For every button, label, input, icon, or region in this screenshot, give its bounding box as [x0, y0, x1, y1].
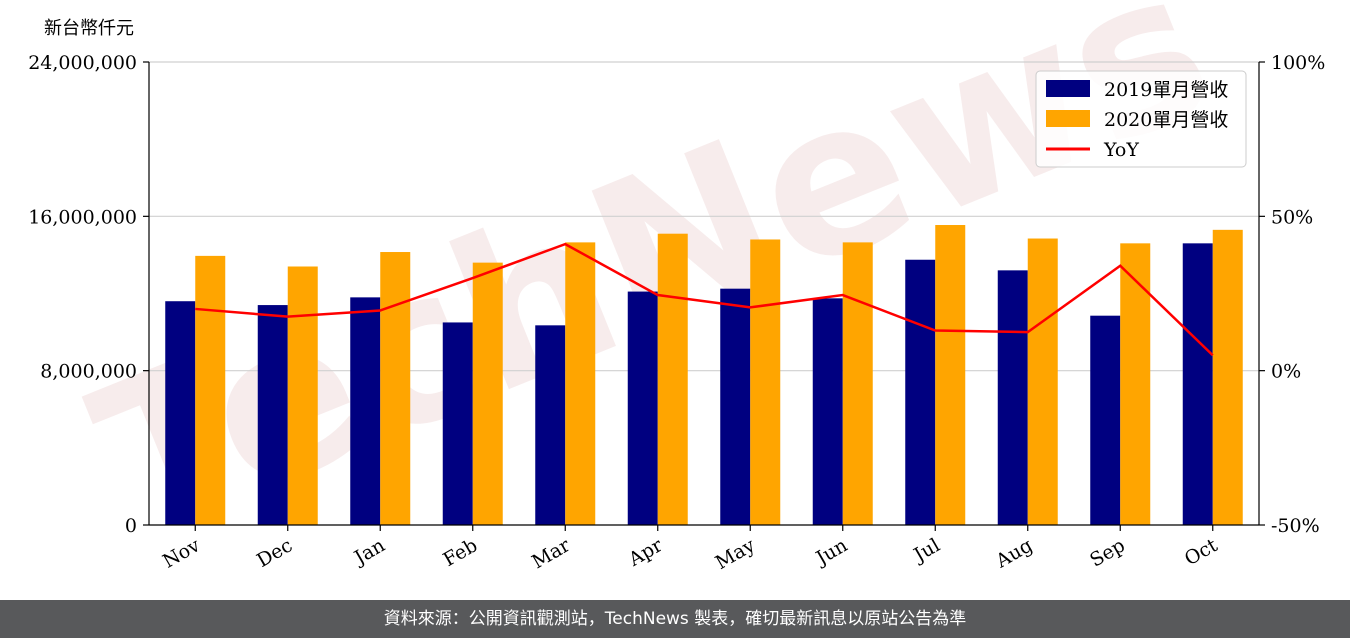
bar-2020-jan — [380, 252, 411, 525]
bar-2020-jul — [935, 225, 966, 525]
bar-2019-nov — [165, 301, 196, 525]
x-tick-label-jan: Jan — [349, 534, 389, 570]
yoy-line-group — [195, 242, 1214, 357]
bar-2019-aug — [997, 270, 1028, 525]
bar-2020-feb — [472, 262, 503, 525]
legend-label: 2019單月營收 — [1104, 79, 1228, 101]
x-tick-label-aug: Aug — [991, 534, 1036, 573]
left-tick-label: 8,000,000 — [40, 361, 137, 383]
legend-swatch — [1046, 110, 1090, 127]
bar-2019-apr — [627, 291, 658, 525]
x-tick-label-sep: Sep — [1086, 534, 1129, 571]
bar-2019-mar — [535, 325, 566, 525]
bar-2019-dec — [257, 305, 288, 525]
bars-group — [165, 225, 1243, 526]
x-tick-label-apr: Apr — [624, 534, 667, 571]
x-tick-label-mar: Mar — [528, 534, 574, 573]
bar-2020-jun — [842, 242, 873, 526]
bar-2020-mar — [565, 242, 596, 526]
legend: 2019單月營收 2020單月營收 YoY — [1035, 70, 1247, 168]
bar-2019-jul — [905, 259, 936, 525]
bar-2019-sep — [1090, 315, 1121, 525]
bar-2020-aug — [1027, 238, 1058, 526]
right-tick-label: 50% — [1271, 206, 1313, 228]
left-tick-label: 0 — [125, 515, 137, 537]
x-tick-label-may: May — [712, 534, 759, 574]
bar-2019-feb — [442, 322, 473, 525]
bar-2020-sep — [1120, 243, 1151, 525]
revenue-chart: TechNews 08,000,00016,000,00024,000,000-… — [28, 0, 1325, 585]
grid-lines — [149, 61, 1259, 372]
x-tick-label-feb: Feb — [439, 534, 481, 571]
yoy-line — [195, 242, 1214, 357]
bar-2019-jun — [812, 298, 843, 525]
x-tick-label-jul: Jul — [909, 534, 944, 567]
bar-2020-oct — [1212, 229, 1243, 525]
bar-2020-dec — [287, 266, 318, 525]
bar-2019-jan — [350, 297, 381, 525]
right-tick-label: 0% — [1271, 361, 1301, 383]
x-tick-label-jun: Jun — [811, 534, 852, 570]
legend-label: 2020單月營收 — [1104, 109, 1228, 131]
left-tick-label: 16,000,000 — [28, 206, 137, 228]
bar-2019-oct — [1182, 243, 1213, 525]
left-tick-label: 24,000,000 — [28, 52, 137, 74]
bar-2019-may — [720, 288, 751, 525]
source-footer: 資料來源：公開資訊觀測站，TechNews 製表，確切最新訊息以原站公告為準 — [0, 600, 1350, 638]
right-tick-label: -50% — [1271, 515, 1320, 537]
bar-2020-nov — [195, 255, 226, 525]
y-axis-unit-label: 新台幣仟元 — [44, 18, 134, 39]
x-tick-label-oct: Oct — [1181, 534, 1222, 570]
legend-swatch — [1046, 80, 1090, 97]
bar-2020-apr — [657, 233, 688, 525]
legend-label: YoY — [1103, 139, 1139, 161]
bar-2020-may — [750, 239, 781, 525]
right-tick-label: 100% — [1271, 52, 1325, 74]
